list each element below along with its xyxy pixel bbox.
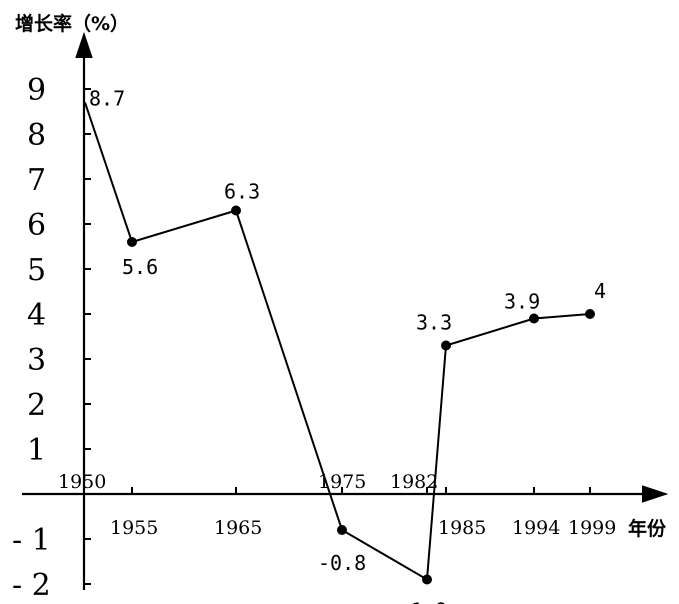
data-label: 3.9 [504,290,540,314]
y-tick-label: - 1 [12,523,51,558]
data-label: 4 [594,279,606,303]
x-tick-label: 1975 [318,471,366,493]
data-point [529,313,539,324]
data-label: -1.9 [399,599,447,604]
data-point [127,237,137,247]
y-tick-label: 4 [27,298,46,333]
data-label: 5.6 [122,255,158,279]
data-point [337,525,347,535]
x-tick-label: 1982 [390,471,438,493]
y-tick-label: 5 [27,253,46,288]
data-label: 3.3 [416,311,452,335]
data-point [422,574,432,585]
y-tick-label: 8 [27,118,46,153]
data-label: -0.8 [318,551,366,575]
y-axis-title: 增长率（%） [15,12,129,35]
x-tick-label: 1994 [512,517,560,539]
data-labels: 8.7 5.6 6.3 -0.8 -1.9 3.3 3.9 4 [89,87,606,604]
axes [22,31,669,590]
data-point [585,309,595,319]
series [84,102,595,585]
data-point [231,205,241,216]
y-tick-label: 6 [27,208,46,243]
y-tick-label: 9 [27,73,46,108]
y-tick-label: 7 [27,163,46,198]
x-ticks: 1950 1955 1965 1975 1982 1985 1994 1999 [58,471,616,539]
y-tick-label: - 2 [12,568,51,603]
x-tick-label: 1985 [438,517,486,539]
x-axis-title: 年份 [628,517,667,540]
growth-rate-line [84,102,591,582]
x-tick-label: 1999 [568,517,616,539]
x-tick-label: 1965 [214,517,262,539]
y-tick-label: 2 [27,388,46,423]
data-label: 8.7 [89,87,125,111]
data-point [441,340,451,351]
data-label: 6.3 [224,180,260,204]
x-tick-label: 1950 [58,471,106,493]
y-ticks: 9 8 7 6 5 4 3 2 1 - 1 - 2 [12,73,91,603]
y-tick-label: 3 [27,343,46,378]
x-tick-label: 1955 [110,517,158,539]
y-tick-label: 1 [27,433,46,468]
